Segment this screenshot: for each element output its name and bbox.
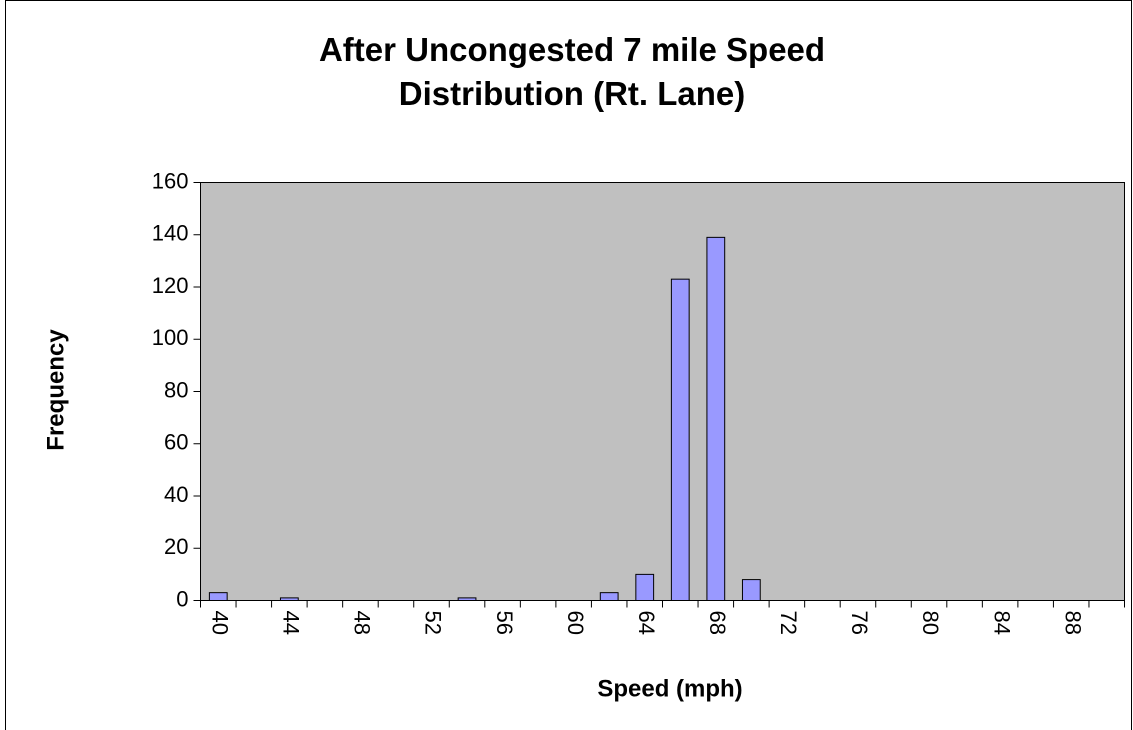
x-tick-label: 68 <box>705 611 730 635</box>
bar <box>208 592 228 601</box>
chart-title: After Uncongested 7 mile Speed Distribut… <box>318 31 826 112</box>
bar <box>706 236 726 602</box>
x-tick-label: 44 <box>279 611 304 635</box>
bar <box>457 597 477 602</box>
y-tick-label: 20 <box>164 534 188 559</box>
y-tick-label: 40 <box>164 482 188 507</box>
y-tick-label: 0 <box>176 586 188 611</box>
bar <box>635 573 655 601</box>
bar <box>279 597 299 602</box>
x-tick-label: 80 <box>918 611 943 635</box>
x-tick-label: 40 <box>207 611 232 635</box>
bar <box>741 579 761 601</box>
bar <box>599 592 619 601</box>
x-tick-label: 60 <box>563 611 588 635</box>
x-axis-label: Speed (mph) <box>597 675 742 702</box>
y-tick-label: 60 <box>164 430 188 455</box>
y-axis-label: Frequency <box>42 329 69 451</box>
x-tick-label: 88 <box>1060 611 1085 635</box>
x-tick-label: 76 <box>847 611 872 635</box>
y-tick-label: 120 <box>152 273 189 298</box>
x-tick-label: 84 <box>989 611 1014 635</box>
x-tick-label: 64 <box>634 611 659 635</box>
x-tick-label: 48 <box>350 611 375 635</box>
bar <box>670 278 690 601</box>
y-tick-label: 160 <box>152 168 189 193</box>
x-tick-label: 72 <box>776 611 801 635</box>
plot-area <box>200 182 1125 601</box>
y-tick-label: 80 <box>164 377 188 402</box>
y-tick-label: 140 <box>152 221 189 246</box>
x-tick-label: 56 <box>492 611 517 635</box>
y-tick-label: 100 <box>152 325 189 350</box>
x-tick-label: 52 <box>421 611 446 635</box>
